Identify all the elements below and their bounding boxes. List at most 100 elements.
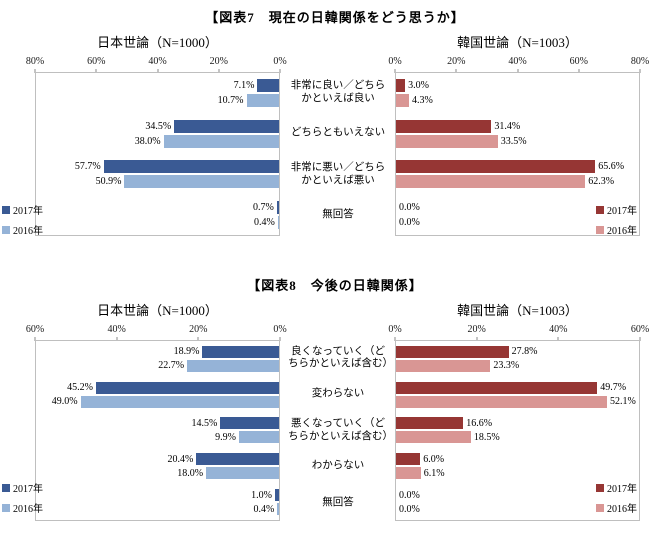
bar-row: 6.1% <box>396 467 639 480</box>
legend-label: 2017年 <box>607 206 637 217</box>
bar-group: 49.7% 52.1% <box>396 377 639 413</box>
bar-row: 18.0% <box>36 467 279 480</box>
legend-item-1: 2016年 <box>2 222 43 237</box>
bar-group: 1.0% 0.4% <box>36 484 279 520</box>
legend-item-1: 2016年 <box>596 500 637 515</box>
bar-series-1 <box>80 395 279 408</box>
bar-series-1 <box>396 359 491 372</box>
japan-plot-area: 7.1% 10.7% 34.5% 38.0% 57.7% 50.9% 0.7% 0.4% <box>35 72 280 236</box>
korea-legend: 2017年 2016年 <box>596 202 637 242</box>
bar-series-0 <box>396 160 596 174</box>
bar-value-label: 31.4% <box>494 120 521 132</box>
legend-item-1: 2016年 <box>2 500 43 515</box>
legend-item-0: 2017年 <box>596 202 637 217</box>
axis-tick-mark <box>279 337 281 341</box>
bar-row: 9.9% <box>36 431 279 444</box>
bar-group: 34.5% 38.0% <box>36 114 279 155</box>
bar-row: 3.0% <box>396 79 639 93</box>
bar-row: 20.4% <box>36 453 279 466</box>
bar-row: 18.5% <box>396 431 639 444</box>
axis-tick-label: 20% <box>189 324 208 335</box>
bar-series-0 <box>396 345 509 358</box>
bar-value-label: 62.3% <box>588 176 615 188</box>
axis-tick-mark <box>116 337 118 341</box>
bar-series-1 <box>277 503 279 516</box>
bar-row: 0.4% <box>36 215 279 229</box>
bar-series-1 <box>396 467 421 480</box>
axis-tick-mark <box>476 337 478 341</box>
bar-row: 0.0% <box>396 503 639 515</box>
category-label: 無回答 <box>322 496 354 508</box>
axis-tick-label: 0% <box>388 56 402 67</box>
korea-panel-title: 韓国世論（N=1003） <box>457 303 578 318</box>
bar-series-1 <box>277 215 279 229</box>
legend-label: 2017年 <box>13 484 43 495</box>
bar-series-0 <box>396 79 406 93</box>
bar-row: 52.1% <box>396 395 639 408</box>
bar-row: 45.2% <box>36 381 279 394</box>
bar-series-1 <box>396 134 498 148</box>
axis-tick-label: 40% <box>549 324 568 335</box>
korea-x-axis: 0% 20% 40% 60% <box>388 324 649 341</box>
bar-group: 6.0% 6.1% <box>396 448 639 484</box>
bar-value-label: 52.1% <box>610 396 636 408</box>
bar-value-label: 9.9% <box>215 431 236 443</box>
bar-value-label: 16.6% <box>466 417 493 429</box>
bar-row: 23.3% <box>396 359 639 372</box>
bar-row: 0.4% <box>36 503 279 516</box>
figure-8-future-japan-korea-relations: 【図表8 今後の日韓関係】 日本世論（N=1000） 韓国世論（N=1003） … <box>0 268 670 536</box>
bar-series-0 <box>196 453 279 466</box>
bar-value-label: 65.6% <box>598 161 625 173</box>
bar-value-label: 45.2% <box>67 382 93 394</box>
legend-item-0: 2017年 <box>2 480 43 495</box>
axis-tick-mark <box>517 69 518 73</box>
bar-value-label: 6.1% <box>423 467 445 479</box>
axis-tick-label: 60% <box>630 324 650 335</box>
bar-value-label: 49.0% <box>51 396 78 408</box>
korea-x-axis: 0% 20% 40% 60% 80% <box>388 56 649 73</box>
axis-tick-mark <box>218 69 220 73</box>
category-label: 悪くなっていく（どちらかといえば含む） <box>288 417 393 442</box>
bar-series-1 <box>206 467 279 480</box>
figure-title: 【図表7 現在の日韓関係をどう思うか】 <box>205 10 465 25</box>
bar-value-label: 0.0% <box>399 216 420 228</box>
bar-value-label: 38.0% <box>134 135 161 147</box>
bar-series-1 <box>396 175 586 189</box>
bar-row: 0.0% <box>396 201 639 214</box>
legend-swatch <box>596 483 604 492</box>
axis-tick-label: 20% <box>467 324 486 335</box>
axis-tick-mark <box>394 337 396 341</box>
bar-row: 65.6% <box>396 160 639 174</box>
axis-tick-label: 0% <box>273 56 287 67</box>
bar-series-1 <box>246 94 279 108</box>
japan-panel-title: 日本世論（N=1000） <box>97 303 218 318</box>
bar-value-label: 0.7% <box>253 201 274 213</box>
bar-value-label: 3.0% <box>408 80 429 92</box>
bar-series-0 <box>220 417 279 430</box>
bar-series-0 <box>174 119 279 133</box>
bar-series-1 <box>238 431 279 444</box>
bar-row: 34.5% <box>36 119 279 133</box>
figure-7-current-japan-korea-relations: 【図表7 現在の日韓関係をどう思うか】 日本世論（N=1000） 韓国世論（N=… <box>2 10 649 242</box>
bar-row: 22.7% <box>36 359 279 372</box>
axis-tick-mark <box>639 69 641 73</box>
bar-group: 3.0% 4.3% <box>396 73 639 114</box>
bar-series-0 <box>257 79 279 93</box>
legend-label: 2016年 <box>13 226 43 237</box>
bar-value-label: 4.3% <box>412 95 433 107</box>
bar-group: 14.5% 9.9% <box>36 413 279 449</box>
japan-panel-title: 日本世論（N=1000） <box>97 35 218 50</box>
bar-series-1 <box>396 395 607 408</box>
bar-value-label: 23.3% <box>493 360 520 372</box>
bar-value-label: 0.0% <box>399 489 420 501</box>
bar-group: 31.4% 33.5% <box>396 114 639 155</box>
bar-row: 6.0% <box>396 453 639 466</box>
bar-row: 4.3% <box>396 94 639 108</box>
bar-value-label: 18.0% <box>177 467 204 479</box>
legend-swatch <box>596 205 604 214</box>
bar-value-label: 18.9% <box>173 346 200 358</box>
bar-group: 65.6% 62.3% <box>396 154 639 195</box>
bar-row: 27.8% <box>396 345 639 358</box>
category-label: 良くなっていく（どちらかといえば含む） <box>288 345 393 370</box>
